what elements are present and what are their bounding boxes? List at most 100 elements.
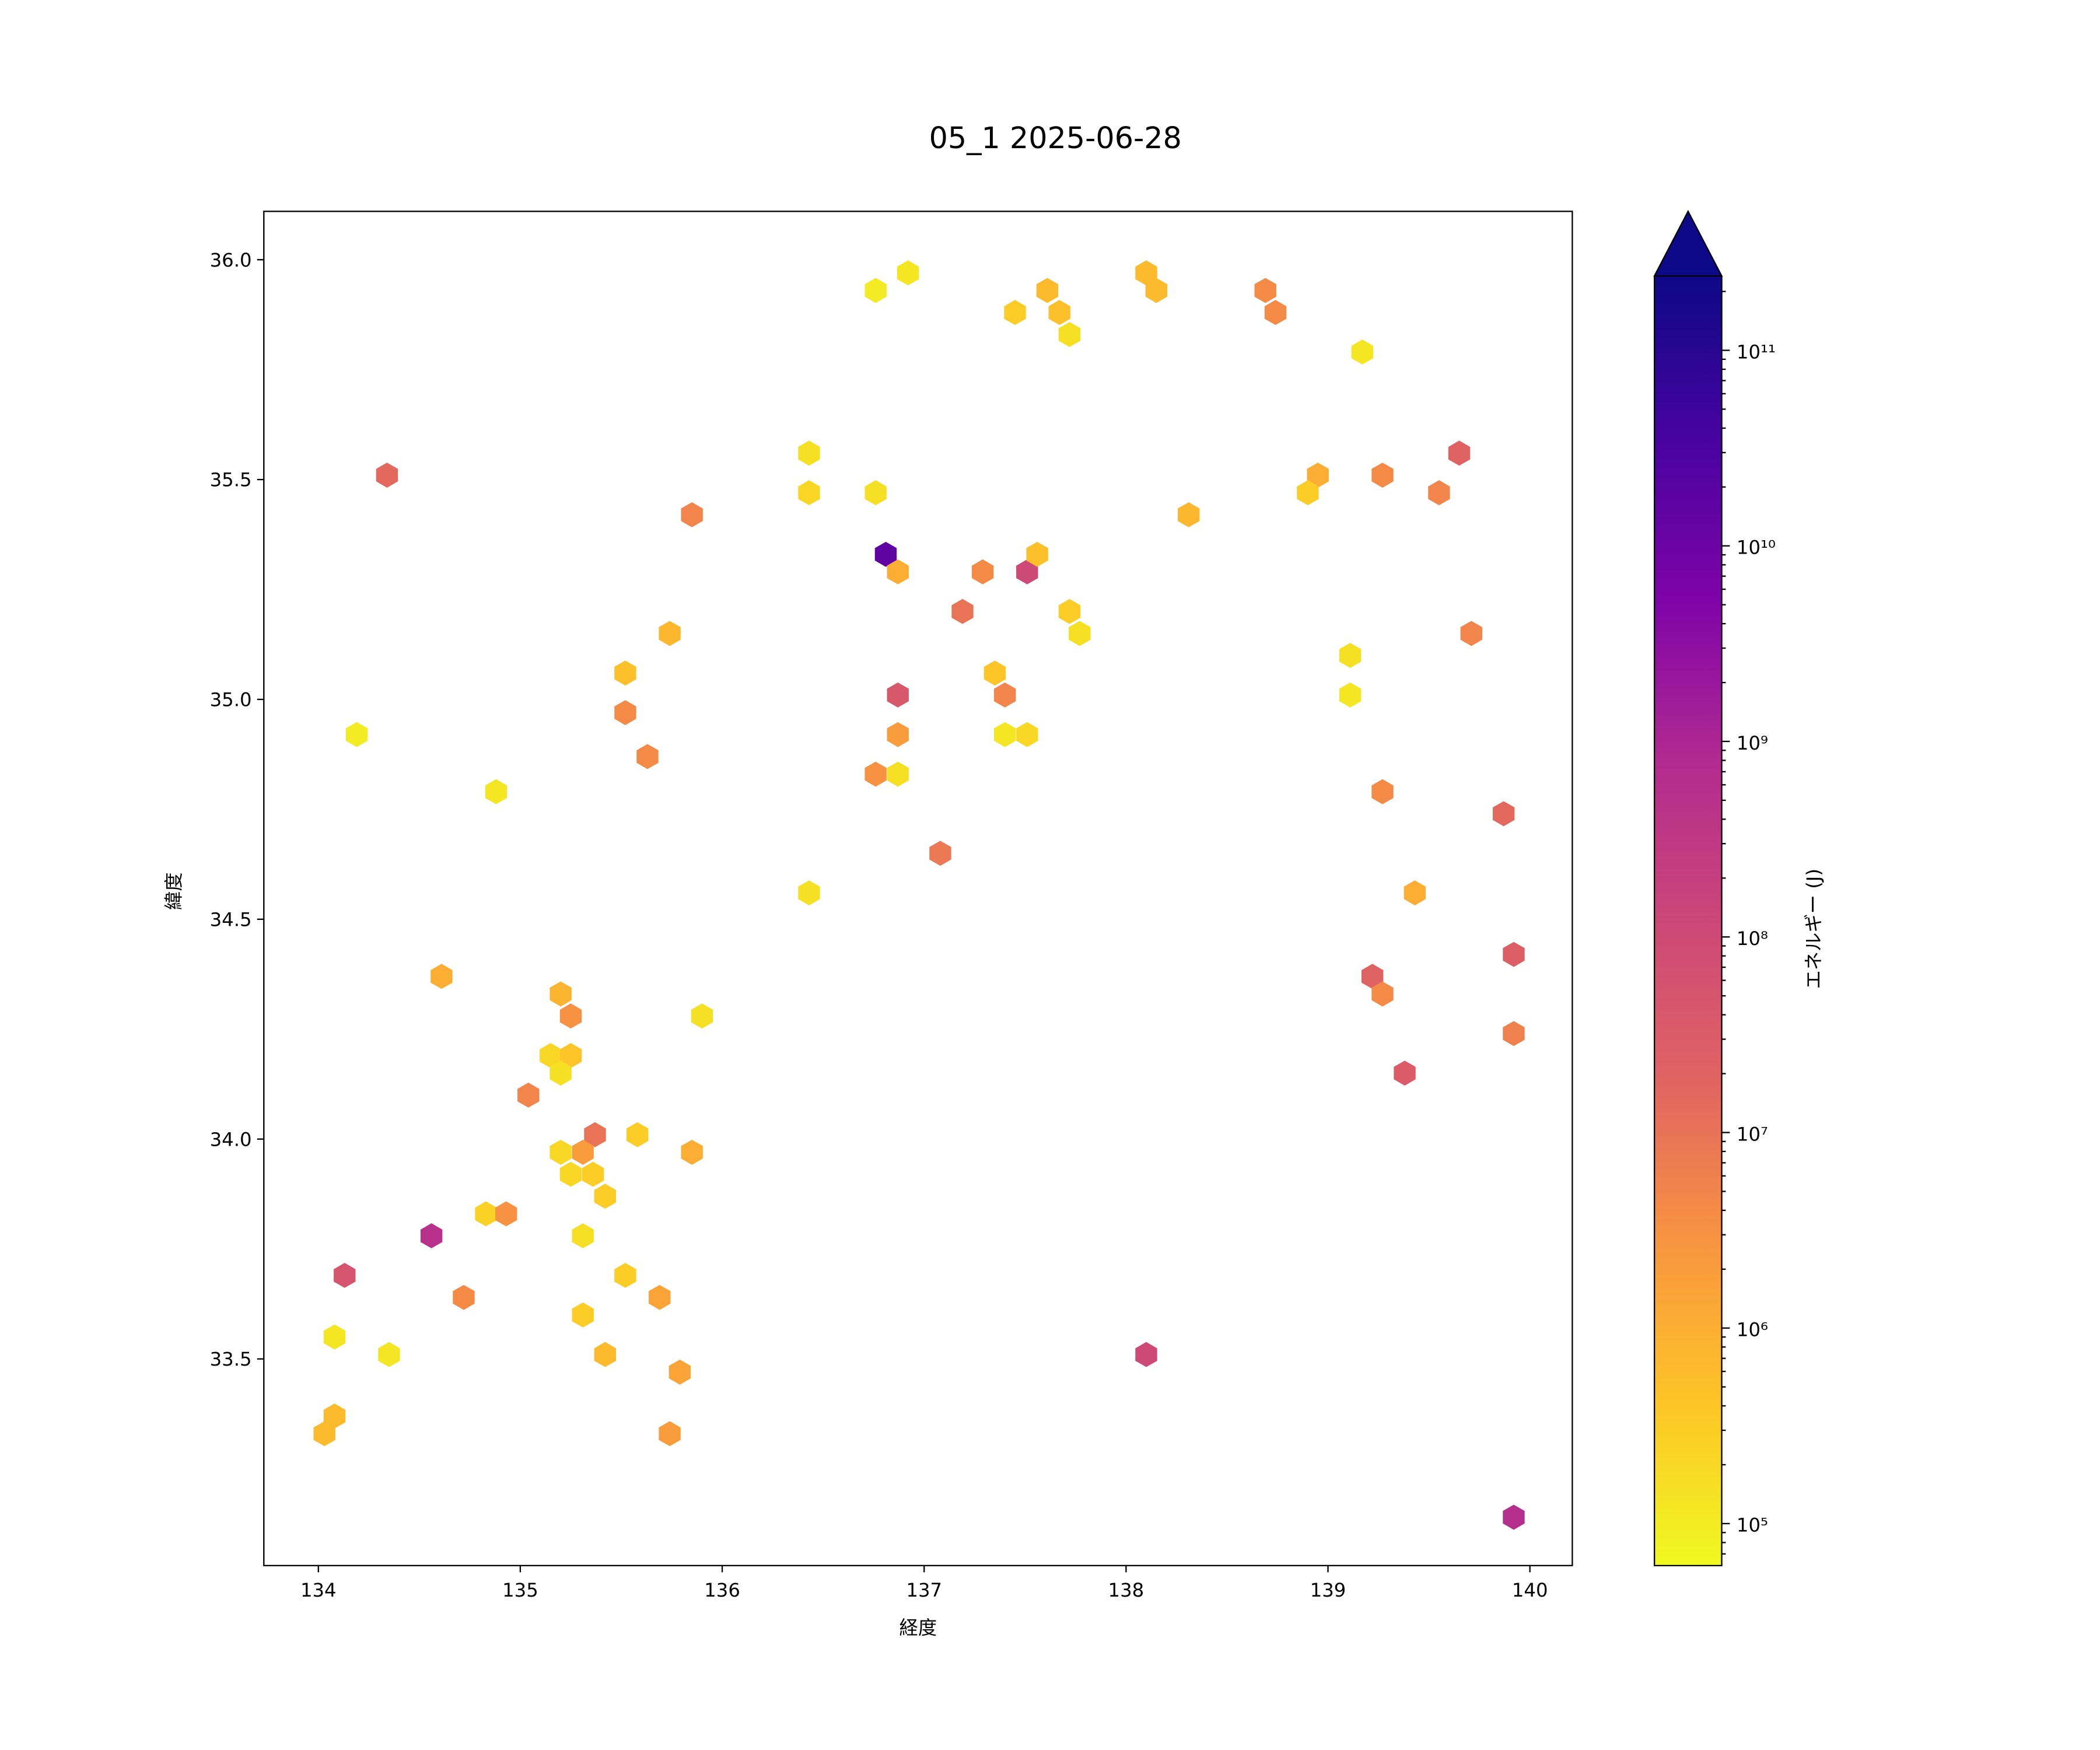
hex-bin — [897, 260, 919, 286]
x-axis-label: 経度 — [900, 1617, 937, 1639]
colorbar-frame — [1653, 276, 1723, 1566]
hex-bin — [864, 278, 887, 303]
hex-bin — [971, 559, 994, 584]
hex-bin — [1178, 502, 1200, 527]
colorbar-extend-arrow — [1653, 209, 1723, 277]
hex-bin — [668, 1359, 691, 1385]
hex-bin — [1371, 463, 1394, 488]
hex-bin — [345, 722, 368, 747]
hex-bin — [430, 964, 453, 989]
colorbar-tick-label: 10¹¹ — [1737, 341, 1776, 363]
hex-bin — [1428, 480, 1450, 506]
hex-bin — [540, 1043, 562, 1068]
hex-bin — [1058, 598, 1081, 624]
hex-bin — [550, 981, 572, 1007]
hex-bin — [681, 502, 703, 527]
hex-bin — [798, 440, 820, 466]
y-axis-label: 緯度 — [163, 872, 185, 910]
hex-bin — [1026, 541, 1048, 567]
hex-bin — [1048, 300, 1070, 326]
hex-bin — [798, 480, 820, 506]
hex-bin — [559, 1003, 582, 1029]
hex-bin — [572, 1139, 594, 1165]
hex-bin — [1016, 559, 1038, 584]
hex-bin — [1135, 1342, 1157, 1367]
colorbar-tick-label: 10⁷ — [1737, 1123, 1768, 1145]
hex-bin — [887, 761, 909, 787]
hex-bin — [584, 1122, 606, 1147]
hex-bin — [594, 1342, 616, 1367]
y-axis: 33.5 34.0 34.5 35.0 35.5 36.0 — [210, 249, 264, 1370]
hex-bin — [614, 700, 636, 726]
plot-frame — [263, 211, 1573, 1566]
hex-bin — [334, 1262, 356, 1288]
y-tick-label: 34.5 — [210, 908, 252, 930]
y-tick-label: 36.0 — [210, 249, 252, 271]
hex-bin — [378, 1342, 400, 1367]
x-tick-label: 137 — [906, 1579, 942, 1601]
hex-bin — [376, 463, 398, 488]
colorbar: 10⁵ 10⁶ 10⁷ 10⁸ 10⁹ 10¹⁰ 10¹¹ エネルギー (J) — [1653, 209, 1825, 1566]
hex-bin — [887, 722, 909, 747]
hex-bin — [475, 1201, 497, 1227]
hex-bin — [1362, 964, 1384, 989]
hex-bin — [1254, 278, 1276, 303]
hex-bin — [681, 1139, 703, 1165]
hex-bin — [1503, 1504, 1525, 1530]
x-axis: 134 135 136 137 138 139 140 — [300, 1565, 1548, 1601]
hex-bin — [1503, 942, 1525, 967]
colorbar-tick-label: 10¹⁰ — [1737, 537, 1776, 559]
hex-bin — [517, 1082, 540, 1108]
hex-bin — [887, 559, 909, 584]
y-tick-label: 35.0 — [210, 689, 252, 711]
colorbar-tick-label: 10⁶ — [1737, 1319, 1768, 1341]
hex-bin — [951, 598, 974, 624]
colorbar-tick-label: 10⁹ — [1737, 732, 1768, 754]
hex-bin — [1493, 801, 1515, 827]
hex-bin — [1339, 682, 1362, 708]
colorbar-gradient — [1654, 276, 1722, 1566]
hex-bin — [626, 1122, 649, 1147]
hex-bin — [614, 1262, 636, 1288]
hex-bin — [559, 1043, 582, 1068]
hex-bin — [614, 660, 636, 686]
hex-bin — [1069, 621, 1091, 646]
hex-bin — [594, 1184, 616, 1209]
hex-layer — [313, 260, 1525, 1530]
hex-bin — [636, 744, 659, 769]
hex-bin — [887, 682, 909, 708]
hex-bin — [929, 841, 951, 866]
hex-bin — [1264, 300, 1287, 326]
hex-bin — [1371, 779, 1394, 804]
y-tick-label: 33.5 — [210, 1348, 252, 1370]
colorbar-tick-label: 10⁵ — [1737, 1514, 1768, 1536]
hex-bin — [453, 1284, 475, 1310]
hex-bin — [572, 1302, 594, 1328]
x-tick-label: 136 — [704, 1579, 740, 1601]
hex-bin — [984, 660, 1006, 686]
hex-bin — [1145, 278, 1167, 303]
hex-bin — [550, 1060, 572, 1086]
hex-bin — [559, 1161, 582, 1187]
y-tick-label: 35.5 — [210, 469, 252, 491]
hex-bin — [864, 480, 887, 506]
x-tick-label: 139 — [1310, 1579, 1346, 1601]
hex-bin — [798, 880, 820, 906]
hex-bin — [1307, 463, 1329, 488]
hex-bin — [1297, 480, 1319, 506]
x-tick-label: 138 — [1108, 1579, 1144, 1601]
hex-bin — [323, 1324, 346, 1350]
hex-bin — [691, 1003, 713, 1029]
hex-bin — [994, 682, 1016, 708]
hex-bin — [864, 761, 887, 787]
hex-bin — [1503, 1021, 1525, 1046]
y-tick-label: 34.0 — [210, 1128, 252, 1150]
hex-bin — [1016, 722, 1038, 747]
hex-bin — [485, 779, 508, 804]
hex-bin — [1351, 340, 1374, 365]
hex-bin — [1004, 300, 1026, 326]
hex-bin — [649, 1284, 671, 1310]
hex-bin — [1036, 278, 1059, 303]
hex-bin — [420, 1223, 443, 1248]
